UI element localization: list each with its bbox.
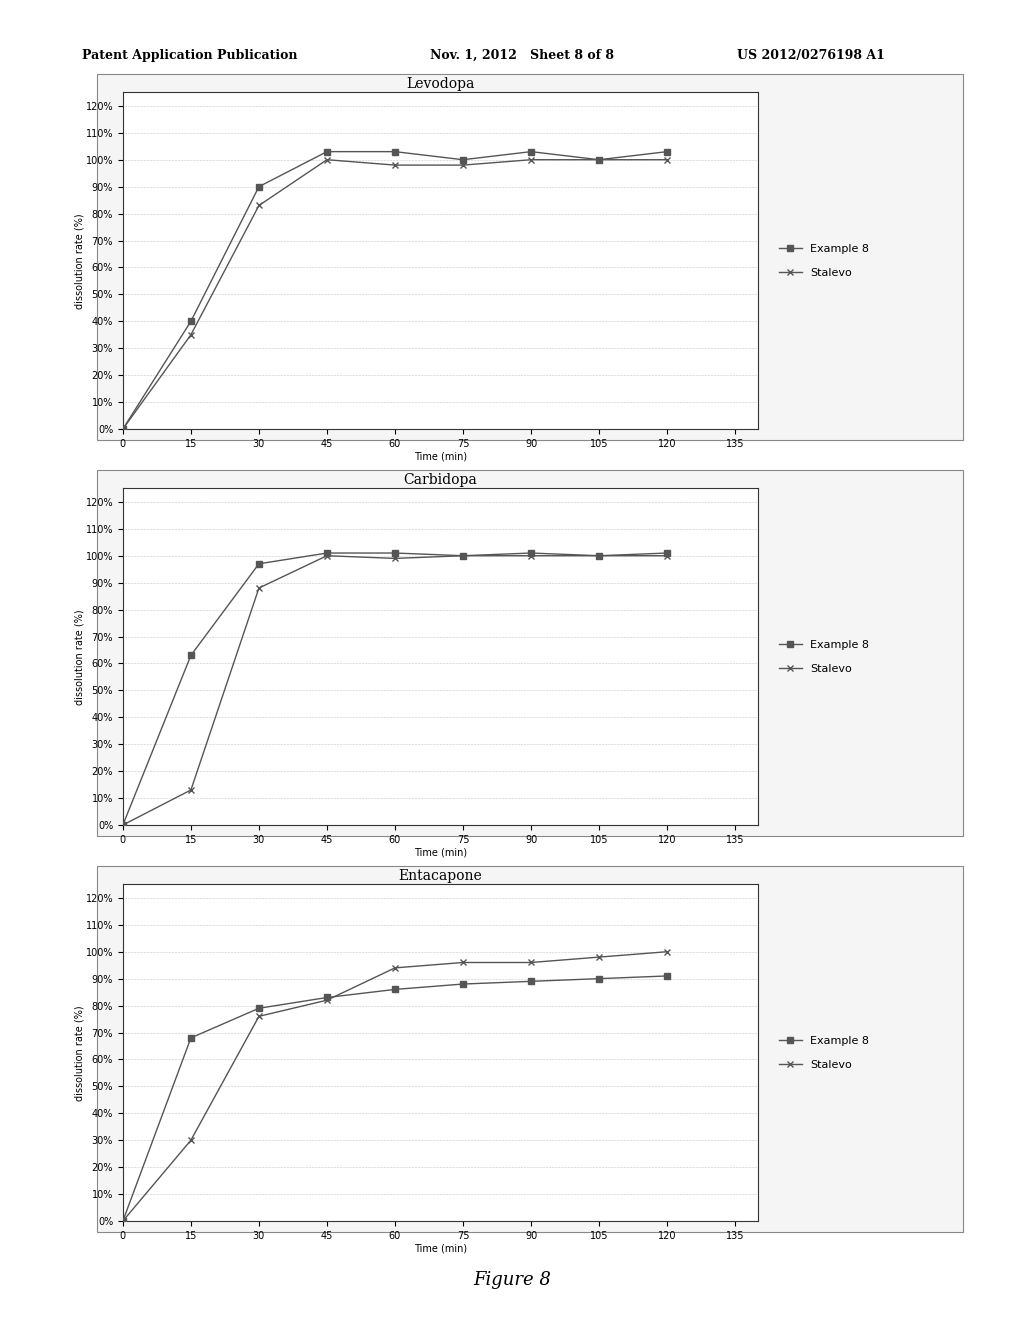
X-axis label: Time (min): Time (min) bbox=[414, 1243, 467, 1254]
Stalevo bbox=[321, 152, 333, 168]
Legend: Example 8, Stalevo: Example 8, Stalevo bbox=[776, 240, 872, 281]
Stalevo bbox=[525, 954, 538, 970]
Example 8 bbox=[184, 1030, 197, 1045]
Stalevo bbox=[253, 198, 265, 214]
Title: Levodopa: Levodopa bbox=[407, 78, 474, 91]
Example 8 bbox=[457, 975, 469, 991]
Example 8 bbox=[389, 545, 401, 561]
Example 8 bbox=[321, 545, 333, 561]
Example 8 bbox=[660, 968, 673, 983]
Stalevo bbox=[457, 548, 469, 564]
Example 8 bbox=[253, 556, 265, 572]
Example 8 bbox=[117, 421, 129, 437]
Y-axis label: dissolution rate (%): dissolution rate (%) bbox=[74, 1005, 84, 1101]
Example 8 bbox=[457, 152, 469, 168]
Example 8 bbox=[117, 1213, 129, 1229]
Stalevo bbox=[253, 1008, 265, 1024]
Line: Example 8: Example 8 bbox=[120, 550, 670, 828]
Example 8 bbox=[389, 982, 401, 998]
Example 8 bbox=[253, 1001, 265, 1016]
Example 8 bbox=[593, 548, 605, 564]
Legend: Example 8, Stalevo: Example 8, Stalevo bbox=[776, 636, 872, 677]
Stalevo bbox=[184, 1133, 197, 1148]
Example 8 bbox=[321, 144, 333, 160]
Example 8 bbox=[660, 144, 673, 160]
Stalevo bbox=[389, 550, 401, 566]
Example 8 bbox=[525, 973, 538, 989]
Stalevo bbox=[660, 944, 673, 960]
Stalevo bbox=[117, 817, 129, 833]
Line: Stalevo: Stalevo bbox=[120, 156, 671, 433]
Stalevo bbox=[389, 157, 401, 173]
Example 8 bbox=[117, 817, 129, 833]
Stalevo bbox=[321, 993, 333, 1008]
Stalevo bbox=[593, 949, 605, 965]
Example 8 bbox=[525, 545, 538, 561]
Example 8 bbox=[593, 152, 605, 168]
Example 8 bbox=[660, 545, 673, 561]
Stalevo bbox=[457, 954, 469, 970]
Text: Patent Application Publication: Patent Application Publication bbox=[82, 49, 297, 62]
Y-axis label: dissolution rate (%): dissolution rate (%) bbox=[74, 213, 84, 309]
Title: Entacapone: Entacapone bbox=[398, 870, 482, 883]
Example 8 bbox=[253, 178, 265, 194]
Text: Nov. 1, 2012   Sheet 8 of 8: Nov. 1, 2012 Sheet 8 of 8 bbox=[430, 49, 614, 62]
Stalevo bbox=[117, 421, 129, 437]
X-axis label: Time (min): Time (min) bbox=[414, 847, 467, 858]
Line: Stalevo: Stalevo bbox=[120, 948, 671, 1225]
Y-axis label: dissolution rate (%): dissolution rate (%) bbox=[74, 609, 84, 705]
Stalevo bbox=[253, 579, 265, 595]
Stalevo bbox=[184, 327, 197, 343]
Stalevo bbox=[321, 548, 333, 564]
Stalevo bbox=[660, 548, 673, 564]
X-axis label: Time (min): Time (min) bbox=[414, 451, 467, 462]
Stalevo bbox=[117, 1213, 129, 1229]
Line: Stalevo: Stalevo bbox=[120, 552, 671, 829]
Example 8 bbox=[184, 647, 197, 663]
Text: Figure 8: Figure 8 bbox=[473, 1271, 551, 1290]
Example 8 bbox=[457, 548, 469, 564]
Stalevo bbox=[593, 152, 605, 168]
Example 8 bbox=[525, 144, 538, 160]
Line: Example 8: Example 8 bbox=[120, 973, 670, 1224]
Example 8 bbox=[593, 970, 605, 986]
Example 8 bbox=[389, 144, 401, 160]
Title: Carbidopa: Carbidopa bbox=[403, 474, 477, 487]
Stalevo bbox=[660, 152, 673, 168]
Line: Example 8: Example 8 bbox=[120, 149, 670, 432]
Stalevo bbox=[389, 960, 401, 975]
Stalevo bbox=[457, 157, 469, 173]
Example 8 bbox=[321, 990, 333, 1006]
Example 8 bbox=[184, 313, 197, 329]
Stalevo bbox=[525, 152, 538, 168]
Stalevo bbox=[184, 781, 197, 797]
Text: US 2012/0276198 A1: US 2012/0276198 A1 bbox=[737, 49, 885, 62]
Stalevo bbox=[525, 548, 538, 564]
Legend: Example 8, Stalevo: Example 8, Stalevo bbox=[776, 1032, 872, 1073]
Stalevo bbox=[593, 548, 605, 564]
